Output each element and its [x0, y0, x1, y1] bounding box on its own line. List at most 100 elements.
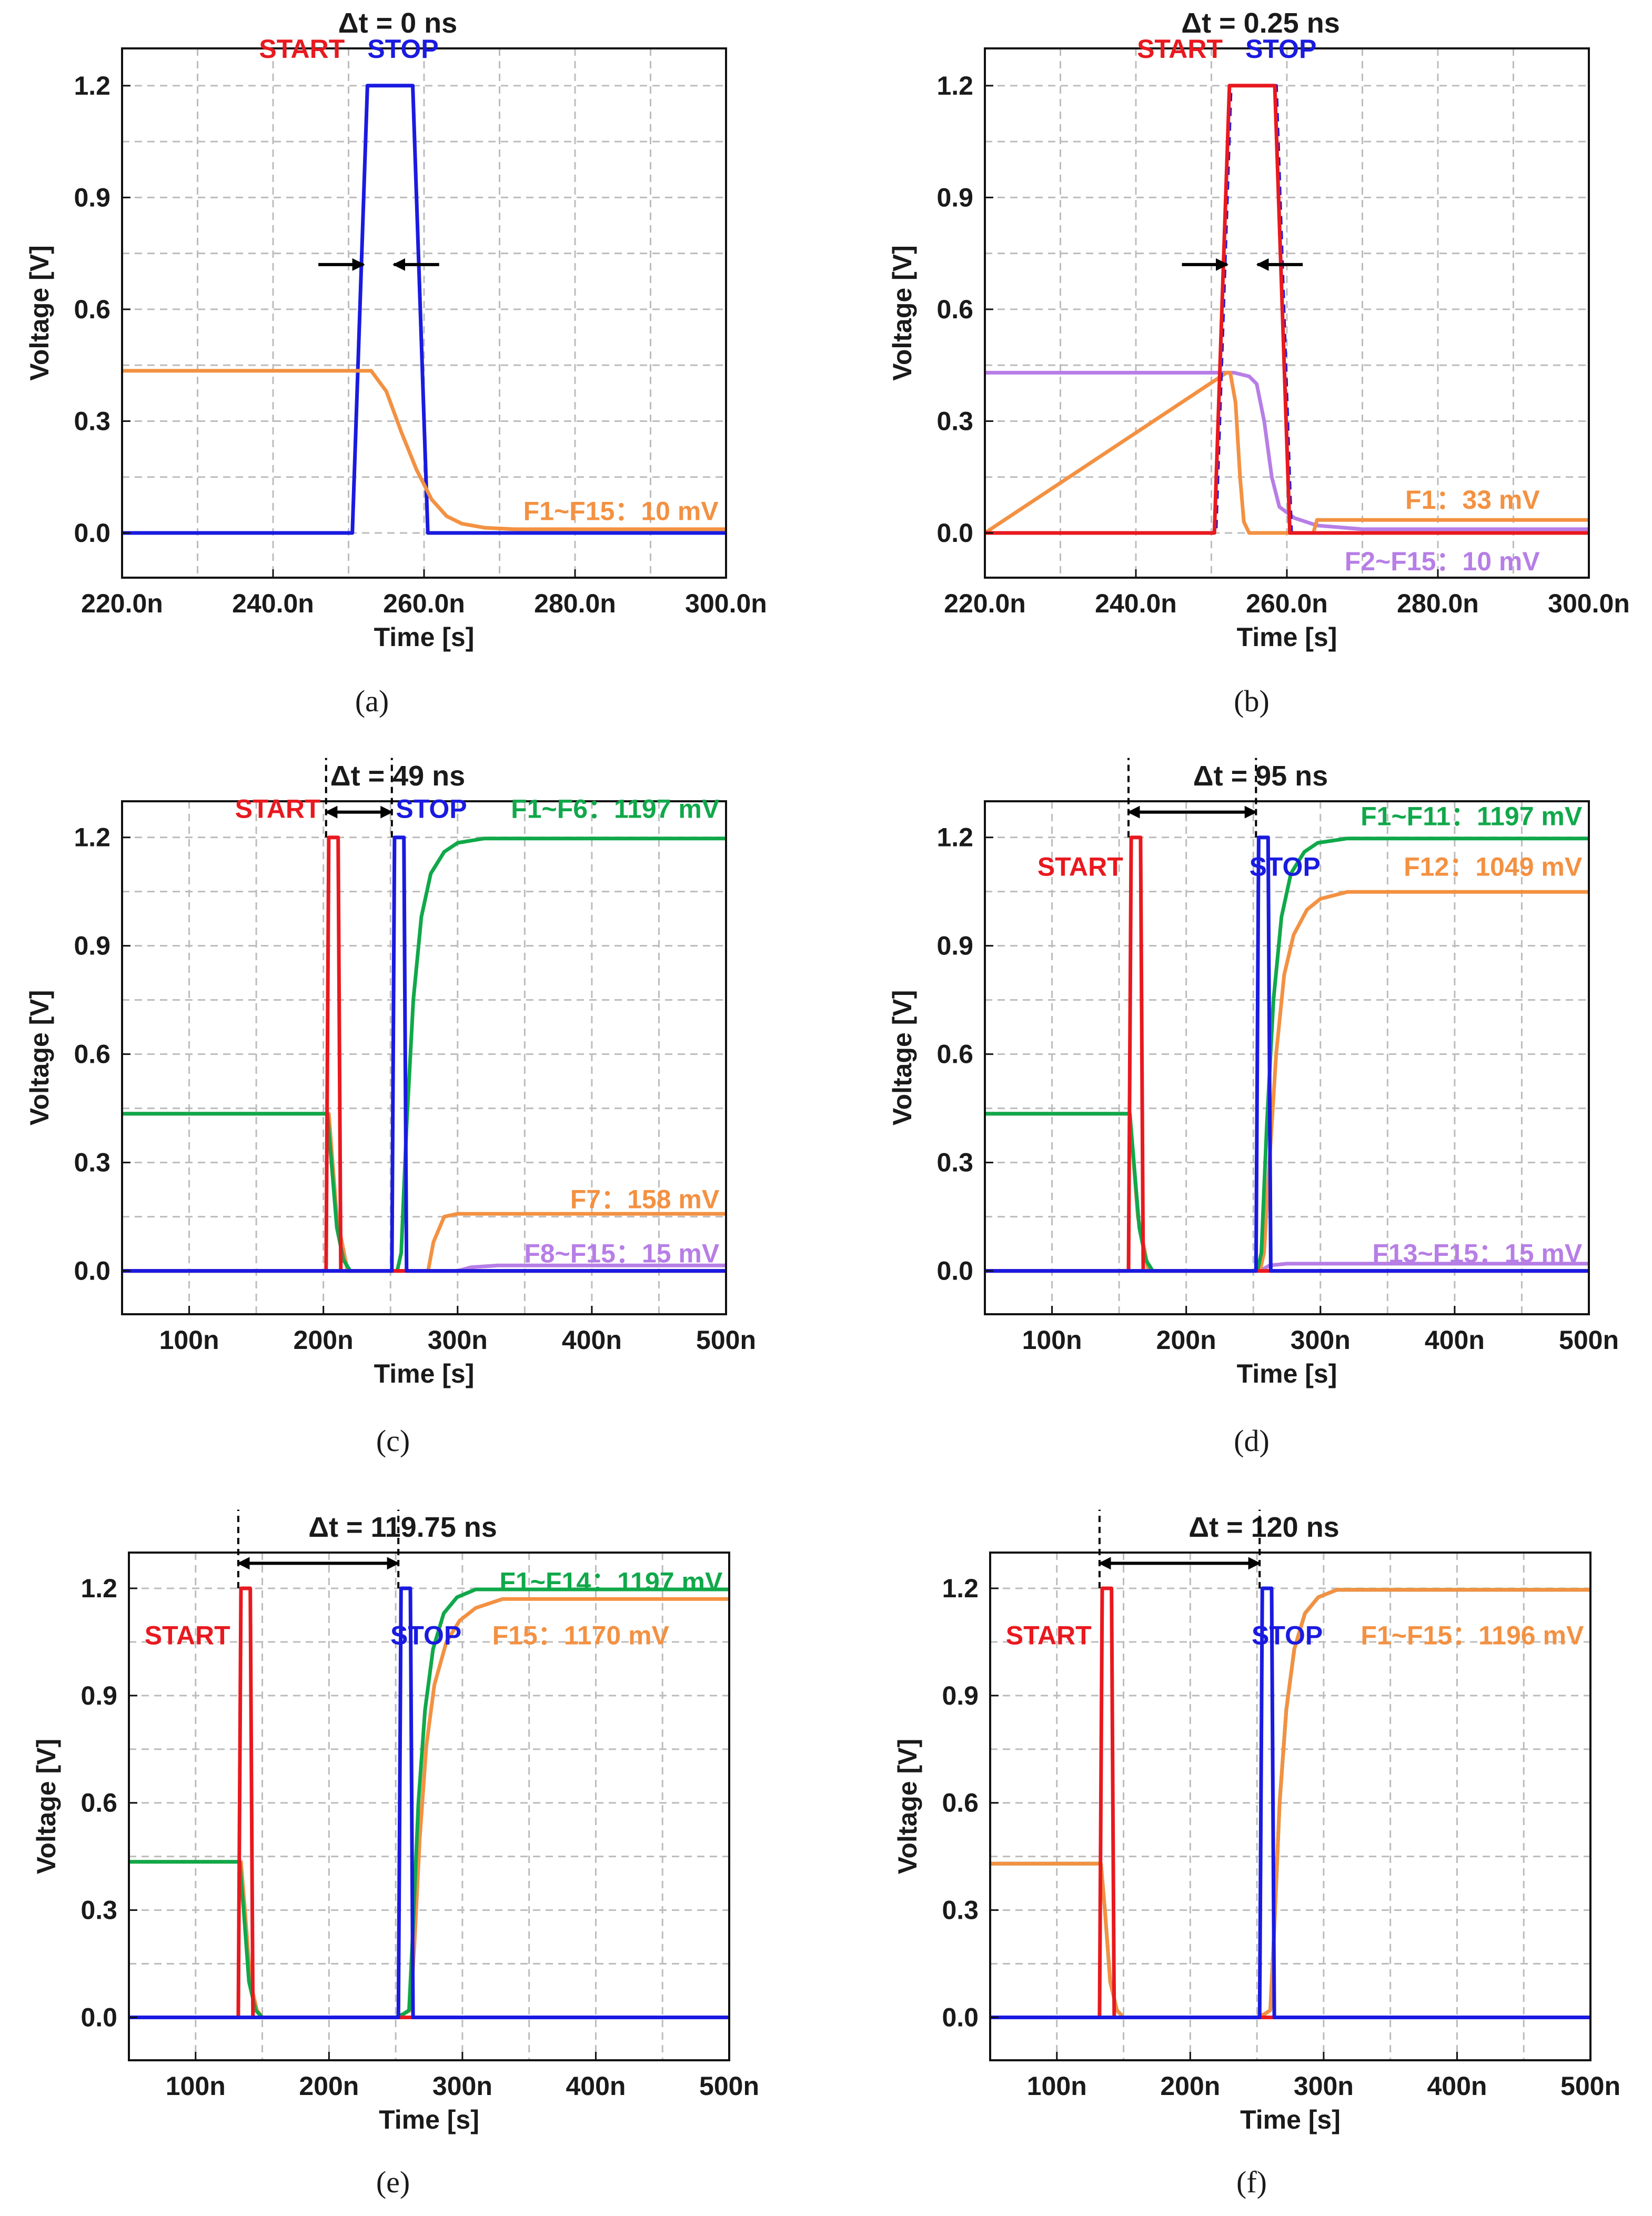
x-tick-label: 400n — [1427, 2071, 1487, 2101]
y-tick-label: 1.2 — [74, 71, 110, 100]
panel-caption: (a) — [355, 684, 389, 718]
x-tick-label: 280.0n — [1397, 589, 1479, 618]
panel-caption: (d) — [1234, 1424, 1270, 1458]
x-axis-label: Time [s] — [1240, 2105, 1341, 2134]
annotation-label: F1~F11：1197 mV — [1361, 801, 1583, 831]
plot-area — [129, 1553, 729, 2060]
x-tick-label: 100n — [1027, 2071, 1087, 2101]
chart-panel-1: 220.0n 240.0n 260.0n 280.0n 300.0n 0.0 0.3 0.6 0… — [25, 7, 767, 718]
y-axis-label: Voltage [V] — [25, 245, 54, 380]
plot-frame — [984, 800, 1590, 1315]
annotation-label: STOP — [1245, 34, 1316, 64]
plot-area — [122, 48, 726, 578]
y-tick-label: 0.3 — [74, 406, 110, 436]
chart-panel-2: 220.0n 240.0n 260.0n 280.0n 300.0n 0.0 0.3 0.6 0… — [888, 7, 1630, 718]
x-tick-label: 300n — [1291, 1325, 1351, 1355]
panel-caption: (e) — [376, 2165, 410, 2199]
x-tick-label: 300n — [1294, 2071, 1354, 2101]
y-tick-label: 0.0 — [942, 2002, 979, 2032]
y-tick-label: 0.9 — [80, 1681, 117, 1710]
plot-area — [122, 801, 726, 1314]
y-tick-label: 1.2 — [936, 71, 973, 100]
chart-title: Δt = 0.25 ns — [1181, 7, 1339, 39]
y-tick-label: 0.6 — [74, 295, 110, 324]
annotation-label: F12：1049 mV — [1404, 852, 1583, 882]
y-tick-label: 0.3 — [80, 1896, 117, 1925]
y-tick-label: 0.9 — [74, 931, 110, 961]
y-tick-label: 0.0 — [74, 518, 110, 548]
x-axis-label: Time [s] — [374, 622, 475, 652]
grid — [122, 801, 726, 1314]
x-tick-label: 500n — [1560, 2071, 1620, 2101]
x-tick-label: 300.0n — [685, 589, 767, 618]
y-tick-label: 0.3 — [936, 406, 973, 436]
y-tick-label: 0.0 — [74, 1256, 110, 1286]
x-tick-label: 260.0n — [1246, 589, 1328, 618]
x-tick-label: 200n — [294, 1325, 354, 1355]
series-group — [990, 1586, 1590, 2019]
annotation-label: STOP — [367, 34, 438, 64]
y-tick-label: 0.0 — [936, 518, 973, 548]
annotation-label: F15：1170 mV — [492, 1620, 670, 1650]
series-group — [984, 84, 1589, 535]
y-tick-label: 1.2 — [74, 823, 110, 852]
x-tick-label: 220.0n — [944, 589, 1026, 618]
y-axis-label: Voltage [V] — [893, 1739, 922, 1874]
chart-panel-3: 100n 200n 300n 400n 500n 0.0 0.3 0.6 0.9 1.2 Time … — [25, 758, 756, 1458]
y-tick-label: 0.0 — [80, 2002, 117, 2032]
annotation-label: START — [1037, 852, 1123, 882]
x-axis-label: Time [s] — [379, 2105, 479, 2134]
series-line-f1-f6 — [122, 837, 726, 1273]
annotation-label: F13~F15：15 mV — [1372, 1238, 1582, 1268]
series-line-f2-f15 — [985, 370, 1589, 531]
x-tick-label: 300n — [432, 2071, 492, 2101]
y-tick-label: 0.9 — [936, 931, 973, 961]
series-line-f1-f15 — [990, 1588, 1590, 2019]
chart-title: Δt = 49 ns — [330, 760, 465, 792]
chart-panel-6: 100n 200n 300n 400n 500n 0.0 0.3 0.6 0.9 1.2 Time … — [893, 1509, 1620, 2199]
x-tick-label: 500n — [699, 2071, 759, 2101]
grid — [985, 801, 1589, 1314]
series-line-start — [985, 84, 1589, 535]
panel-caption: (b) — [1234, 684, 1270, 718]
annotation-label: STOP — [390, 1620, 461, 1650]
x-axis-label: Time [s] — [1237, 622, 1337, 652]
panel-caption: (c) — [376, 1424, 410, 1458]
x-tick-label: 100n — [159, 1325, 219, 1355]
y-tick-label: 0.6 — [80, 1788, 117, 1818]
annotation-label: STOP — [396, 794, 467, 824]
series-line-stop — [122, 84, 726, 535]
x-tick-label: 100n — [166, 2071, 226, 2101]
y-tick-label: 0.6 — [936, 1040, 973, 1069]
series-group — [122, 84, 726, 535]
y-tick-label: 0.3 — [936, 1148, 973, 1177]
chart-title: Δt = 0 ns — [338, 7, 457, 39]
series-line-stop — [122, 835, 726, 1273]
x-tick-label: 240.0n — [1095, 589, 1177, 618]
x-tick-label: 400n — [1425, 1325, 1485, 1355]
y-axis-label: Voltage [V] — [25, 990, 54, 1125]
annotation-label: F2~F15：10 mV — [1345, 547, 1540, 576]
annotation-label: START — [235, 794, 321, 824]
annotation-label: F7：158 mV — [570, 1184, 720, 1214]
chart-title: Δt = 120 ns — [1188, 1512, 1339, 1543]
y-axis-label: Voltage [V] — [32, 1739, 61, 1874]
x-tick-label: 500n — [1559, 1325, 1619, 1355]
x-tick-label: 200n — [299, 2071, 359, 2101]
series-line-f1-f11 — [985, 837, 1589, 1273]
y-tick-label: 0.6 — [942, 1788, 979, 1818]
annotation-label: F1~F6：1197 mV — [511, 794, 720, 824]
grid — [990, 1553, 1590, 2060]
annotation-label: START — [145, 1620, 230, 1650]
chart-panel-4: 100n 200n 300n 400n 500n 0.0 0.3 0.6 0.9 1.2 Time … — [888, 758, 1619, 1458]
annotation-label: START — [1137, 34, 1223, 64]
annotation-label: STOP — [1250, 852, 1321, 882]
x-tick-label: 260.0n — [383, 589, 465, 618]
chart-panel-5: 100n 200n 300n 400n 500n 0.0 0.3 0.6 0.9 1.2 Time … — [32, 1509, 759, 2199]
x-tick-label: 100n — [1022, 1325, 1082, 1355]
series-line-f1-f15 — [122, 369, 726, 531]
series-line-stop — [990, 1586, 1590, 2019]
annotation-label: START — [259, 34, 345, 64]
annotation-label: F1~F14：1197 mV — [499, 1567, 723, 1596]
series-group — [129, 1586, 729, 2019]
